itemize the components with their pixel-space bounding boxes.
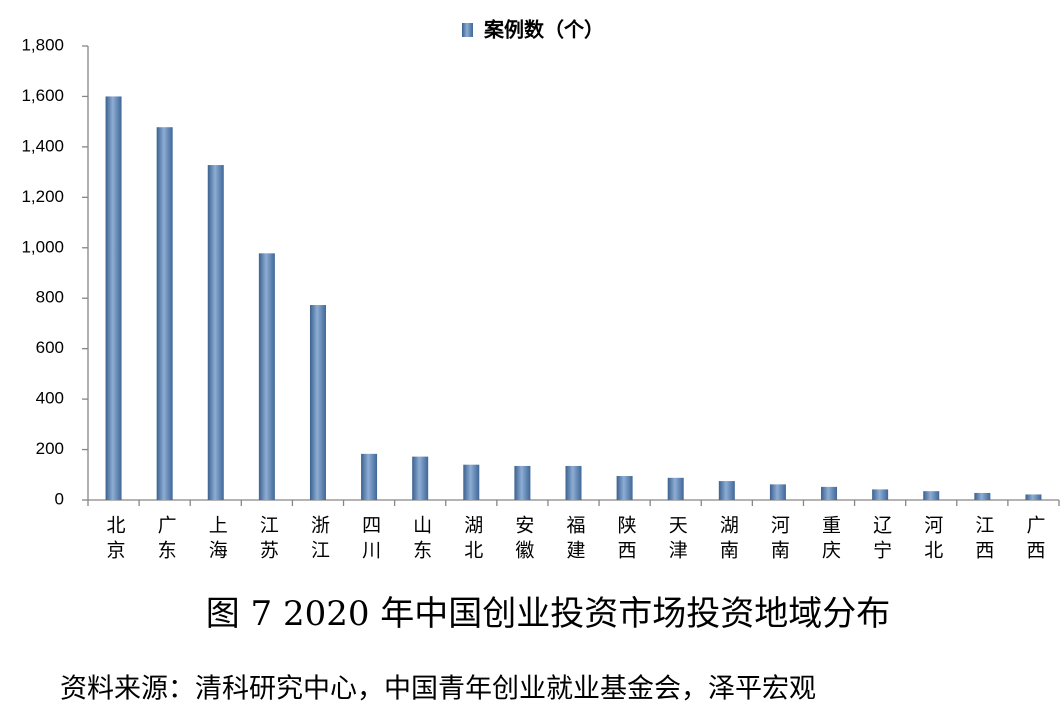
y-tick-label: 1,600 — [21, 86, 64, 105]
source: 资料来源：清科研究中心，中国青年创业就业基金会，泽平宏观 — [60, 674, 816, 705]
y-tick-label: 400 — [36, 389, 64, 408]
x-tick-label: 辽宁 — [870, 515, 892, 565]
x-tick-label: 广东 — [155, 515, 177, 565]
legend-label: 案例数（个） — [483, 18, 604, 42]
bar — [309, 305, 326, 500]
bar — [105, 96, 122, 500]
y-tick-label: 1,400 — [21, 136, 64, 155]
x-tick-label: 湖北 — [461, 515, 483, 565]
x-tick-label: 湖南 — [717, 515, 739, 565]
bar — [821, 486, 838, 500]
x-tick-label: 江苏 — [257, 515, 279, 565]
bar — [923, 491, 940, 500]
x-tick-label: 安徽 — [512, 515, 534, 565]
y-tick-label: 800 — [36, 288, 64, 307]
bar — [361, 453, 378, 500]
y-tick-label: 1,200 — [21, 187, 64, 206]
bar — [974, 492, 991, 500]
bar — [156, 127, 173, 501]
x-tick-label: 北京 — [104, 515, 126, 565]
x-tick-label: 四川 — [359, 515, 381, 565]
y-tick-label: 1,800 — [21, 35, 64, 54]
bar — [872, 489, 889, 500]
x-tick-label: 广西 — [1023, 515, 1045, 565]
x-tick-label: 重庆 — [819, 515, 841, 565]
bar — [769, 484, 786, 500]
x-tick-label: 浙江 — [308, 515, 330, 565]
bar — [616, 476, 633, 500]
bar — [463, 464, 480, 500]
y-tick-label: 200 — [36, 439, 64, 458]
x-tick-label: 河北 — [921, 515, 943, 565]
bar — [412, 456, 429, 500]
x-tick-label: 福建 — [564, 515, 586, 565]
bar — [1025, 494, 1042, 500]
x-tick-label: 山东 — [410, 515, 432, 565]
chart-title: 图 7 2020 年中国创业投资市场投资地域分布 — [206, 594, 891, 634]
x-tick-label: 上海 — [206, 515, 228, 565]
bar — [514, 465, 531, 500]
y-tick-label: 600 — [36, 338, 64, 357]
y-tick-label: 1,000 — [21, 237, 64, 256]
legend-swatch — [462, 23, 473, 37]
bar — [718, 481, 735, 500]
x-tick-label: 河南 — [768, 515, 790, 565]
x-tick-label: 天津 — [666, 515, 688, 565]
x-tick-label: 江西 — [972, 515, 994, 565]
x-tick-label: 陕西 — [615, 515, 637, 565]
bar — [258, 253, 275, 500]
y-tick-label: 0 — [55, 489, 64, 508]
bar — [667, 477, 684, 500]
bar — [207, 165, 224, 500]
bar — [565, 465, 582, 500]
